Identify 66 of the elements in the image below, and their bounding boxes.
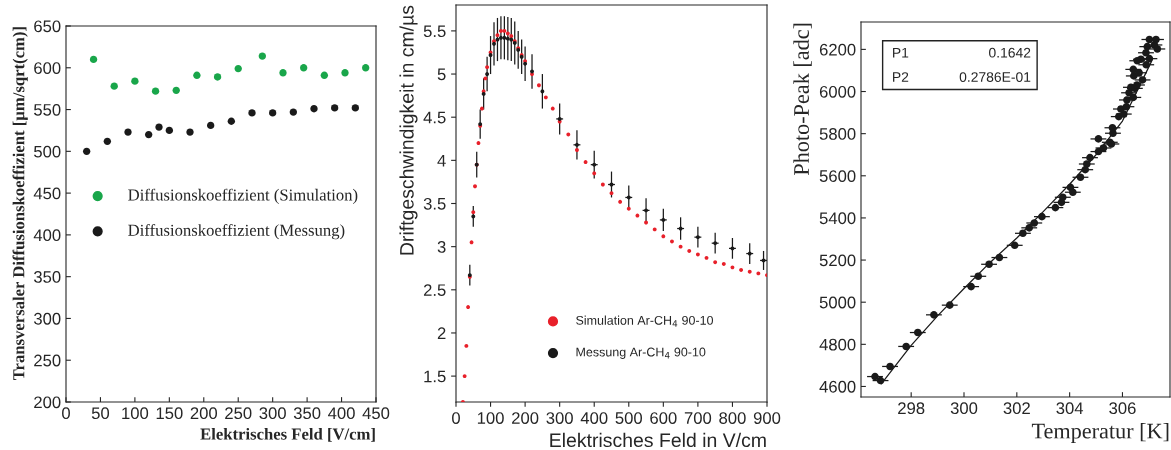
y-tick-label: 5200 [819, 254, 856, 267]
x-tick-label: 200 [512, 412, 539, 424]
x-tick-label: 500 [615, 412, 643, 424]
y-tick-label: 2 [437, 327, 446, 339]
x-tick-label: 900 [753, 412, 781, 424]
y-tick-label: 650 [34, 20, 61, 33]
x-tick-label: 302 [1003, 402, 1030, 415]
y-tick-label: 5.5 [423, 25, 446, 38]
y-axis-title: Driftgeschwindigkeit in cm/µs [399, 5, 418, 255]
y-tick-label: 450 [33, 187, 61, 200]
y-tick-label: 5000 [819, 296, 856, 309]
legend-label: Messung Ar-CH$_{4}$ 90-10 [576, 347, 706, 359]
x-tick-label: 50 [91, 407, 110, 420]
x-tick-label: 300 [950, 402, 978, 415]
legend-label: Diffusionskoeffizient (Messung) [128, 223, 345, 240]
x-tick-label: 150 [156, 407, 183, 420]
x-tick-label: 400 [580, 412, 608, 424]
y-axis-title: Transversaler Diffusionskoeffizient [µm/sqrt(cm)] [12, 27, 28, 381]
y-tick-label: 400 [33, 229, 61, 242]
x-tick-label: 450 [362, 407, 390, 420]
y-tick-label: 5800 [819, 128, 856, 140]
x-tick-label: 350 [293, 407, 321, 420]
y-tick-label: 1.5 [424, 370, 446, 383]
annotation: 0.1642 [989, 47, 1031, 58]
legend-label: Diffusionskoeffizient (Simulation) [128, 188, 358, 204]
x-tick-label: 306 [1109, 402, 1136, 415]
x-tick-label: 200 [190, 407, 218, 420]
y-axis-title: Photo-Peak [adc] [793, 23, 812, 176]
x-tick-label: 400 [328, 407, 355, 420]
legend-label: Simulation Ar-CH$_{4}$ 90-10 [576, 315, 714, 327]
x-tick-label: 250 [225, 407, 252, 420]
x-tick-label: 800 [719, 412, 746, 424]
y-tick-label: 5 [437, 68, 446, 81]
y-tick-label: 4.5 [423, 111, 446, 124]
annotation: P2 [893, 72, 909, 82]
y-tick-label: 3.5 [423, 197, 446, 210]
y-tick-label: 6000 [819, 85, 856, 98]
y-tick-label: 600 [34, 62, 61, 74]
y-tick-label: 5400 [819, 212, 856, 225]
x-axis-title: Elektrisches Feld [V/cm] [200, 427, 375, 442]
annotation: 0.2786E-01 [959, 72, 1031, 82]
x-tick-label: 100 [477, 412, 504, 424]
x-tick-label: 304 [1056, 402, 1084, 415]
x-axis-title: Temperatur [K] [1031, 422, 1169, 444]
y-tick-label: 4800 [819, 338, 856, 351]
y-tick-label: 5600 [819, 170, 856, 182]
y-tick-label: 250 [34, 354, 61, 367]
y-tick-label: 4600 [819, 380, 856, 393]
y-tick-label: 6200 [819, 43, 856, 56]
annotation: P1 [893, 47, 909, 58]
x-tick-label: 300 [259, 407, 286, 420]
y-tick-label: 3 [437, 241, 446, 253]
x-tick-label: 600 [650, 412, 677, 424]
x-tick-label: 0 [452, 412, 460, 424]
y-tick-label: 4 [437, 154, 446, 167]
x-tick-label: 700 [684, 412, 712, 424]
y-tick-label: 2.5 [423, 284, 446, 297]
y-tick-label: 500 [34, 145, 61, 158]
x-tick-label: 298 [898, 402, 925, 415]
y-tick-label: 550 [34, 103, 61, 116]
x-tick-label: 300 [546, 412, 573, 424]
x-tick-label: 100 [122, 407, 149, 420]
x-tick-label: 0 [62, 407, 70, 420]
y-tick-label: 300 [33, 312, 61, 325]
x-axis-title: Elektrisches Feld in V/cm [550, 432, 766, 448]
y-tick-label: 350 [33, 271, 61, 283]
